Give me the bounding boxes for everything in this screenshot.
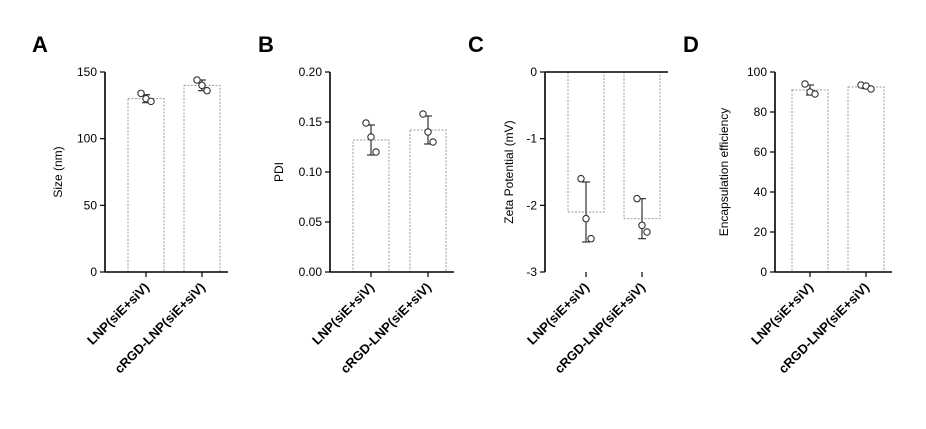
bar <box>791 89 829 273</box>
data-point <box>203 86 211 95</box>
y-tick-label: 0.20 <box>299 65 323 79</box>
y-tick-label: 20 <box>754 225 768 239</box>
panel-letter: C <box>468 32 484 57</box>
y-tick-label: -1 <box>526 132 537 146</box>
bar <box>183 84 221 273</box>
data-point <box>429 138 437 146</box>
bar <box>352 139 390 273</box>
data-point <box>582 214 590 223</box>
data-point <box>643 228 651 236</box>
data-point <box>638 221 646 230</box>
y-tick-label: 150 <box>77 65 97 79</box>
y-tick-label: 0.00 <box>299 265 323 279</box>
data-point <box>147 97 155 106</box>
panel-letter: A <box>32 32 48 57</box>
data-point <box>362 119 370 127</box>
data-point <box>587 234 595 243</box>
y-tick-label: 80 <box>754 105 768 119</box>
data-point <box>424 128 432 136</box>
y-axis-label: Zeta Potential (mV) <box>502 120 516 223</box>
data-point <box>193 76 201 84</box>
y-axis-label: Size (nm) <box>51 146 65 197</box>
y-tick-label: 60 <box>754 145 768 159</box>
bar <box>847 86 885 273</box>
data-point <box>577 174 585 183</box>
y-axis-label: Encapsulation efficiency <box>717 108 731 237</box>
y-tick-label: 50 <box>84 198 98 212</box>
y-tick-label: 0 <box>90 265 97 279</box>
bar <box>623 71 661 220</box>
y-tick-label: 40 <box>754 185 768 199</box>
y-tick-label: 100 <box>747 65 767 79</box>
y-tick-label: 0.10 <box>299 165 323 179</box>
y-tick-label: 0.05 <box>299 215 323 229</box>
data-point <box>367 133 375 141</box>
y-axis-label: PDI <box>272 162 286 182</box>
data-point <box>811 90 819 98</box>
panel-letter: B <box>258 32 274 57</box>
panel-letter: D <box>683 32 699 57</box>
y-tick-label: 0.15 <box>299 115 323 129</box>
y-tick-label: 0 <box>760 265 767 279</box>
data-point <box>198 81 206 90</box>
data-point <box>372 148 380 156</box>
data-point <box>419 110 427 118</box>
panel-b: BPDI0.000.050.100.150.20LNP(siE+siV)cRGD… <box>258 32 454 376</box>
y-tick-label: 0 <box>530 65 537 79</box>
y-tick-label: -3 <box>526 265 537 279</box>
data-point <box>137 89 145 98</box>
y-tick-label: -2 <box>526 198 537 212</box>
data-point <box>801 80 809 88</box>
bar <box>409 129 447 273</box>
y-tick-label: 100 <box>77 132 97 146</box>
bar <box>127 98 165 273</box>
data-point <box>867 85 875 93</box>
data-point <box>633 194 641 203</box>
